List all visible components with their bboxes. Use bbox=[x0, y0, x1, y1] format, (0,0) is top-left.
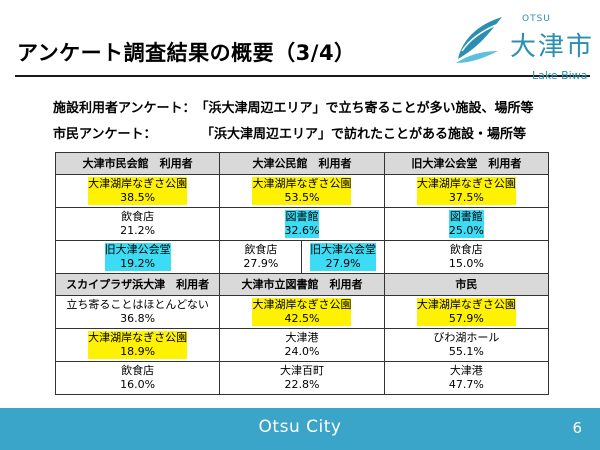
logo-city-name: 大津市 bbox=[510, 32, 595, 62]
table-cell: 大津港 47.7% bbox=[383, 361, 550, 395]
percentage: 24.0% bbox=[284, 345, 320, 358]
percentage: 55.1% bbox=[448, 345, 484, 358]
percentage: 19.2% bbox=[120, 257, 156, 270]
facility-name: 大津湖岸なぎさ公園 bbox=[88, 177, 188, 190]
table-cell: 大津港 24.0% bbox=[219, 328, 385, 362]
facility-name: 大津湖岸なぎさ公園 bbox=[416, 298, 516, 311]
survey-results-table: 大津市民会館 利用者 大津公民館 利用者 旧大津公会堂 利用者 大津湖岸なぎさ公… bbox=[54, 152, 550, 395]
facility-name: 飲食店 bbox=[244, 243, 278, 256]
table-row: 飲食店 16.0% 大津百町 22.8% 大津港 47.7% bbox=[54, 361, 550, 395]
table-cell: 飲食店 21.2% bbox=[54, 207, 221, 241]
percentage: 27.9% bbox=[325, 257, 361, 270]
percentage: 15.0% bbox=[448, 257, 484, 270]
table-cell: 立ち寄ることはほとんどない 36.8% bbox=[54, 295, 221, 329]
percentage: 53.5% bbox=[284, 191, 320, 204]
table-cell: びわ湖ホール 55.1% bbox=[383, 328, 550, 362]
facility-name: 飲食店 bbox=[121, 210, 155, 223]
header-cell: 市民 bbox=[383, 273, 550, 296]
header-cell: スカイプラザ浜大津 利用者 bbox=[54, 273, 221, 296]
facility-name: 大津百町 bbox=[279, 364, 324, 377]
facility-name: 旧大津公会堂 bbox=[104, 243, 171, 256]
percentage: 32.6% bbox=[284, 224, 320, 237]
subtitle-citizen-survey: 市民アンケート： 「浜大津周辺エリア」で訪れたことがある施設・場所等 bbox=[53, 123, 526, 142]
facility-name: 飲食店 bbox=[121, 364, 155, 377]
percentage: 18.9% bbox=[120, 345, 156, 358]
header-cell: 大津市立図書館 利用者 bbox=[219, 273, 385, 296]
percentage: 38.5% bbox=[120, 191, 156, 204]
percentage: 47.7% bbox=[448, 378, 484, 391]
table-cell: 大津湖岸なぎさ公園 53.5% bbox=[219, 174, 385, 208]
facility-name: びわ湖ホール bbox=[433, 331, 500, 344]
subtitle-label: 市民アンケート： bbox=[53, 127, 157, 142]
table-row: 大津湖岸なぎさ公園 38.5% 大津湖岸なぎさ公園 53.5% 大津湖岸なぎさ公園 3… bbox=[54, 174, 550, 208]
table-row: 旧大津公会堂 19.2% 飲食店 27.9% 旧大津公会堂 27.9% 飲食店 15.0… bbox=[54, 240, 550, 274]
facility-name: 図書館 bbox=[449, 210, 483, 223]
facility-name: 飲食店 bbox=[449, 243, 483, 256]
table-cell: 図書館 32.6% bbox=[219, 207, 385, 241]
header-cell: 大津公民館 利用者 bbox=[219, 152, 385, 175]
header-cell: 旧大津公会堂 利用者 bbox=[383, 152, 550, 175]
facility-name: 図書館 bbox=[285, 210, 319, 223]
table-cell: 飲食店 27.9% bbox=[219, 240, 303, 274]
percentage: 21.2% bbox=[120, 224, 156, 237]
table-cell: 旧大津公会堂 27.9% bbox=[301, 240, 385, 274]
facility-name: 立ち寄ることはほとんどない bbox=[66, 298, 209, 311]
table-cell: 大津湖岸なぎさ公園 57.9% bbox=[383, 295, 550, 329]
table-header-row: 大津市民会館 利用者 大津公民館 利用者 旧大津公会堂 利用者 bbox=[54, 152, 550, 175]
table-cell: 大津湖岸なぎさ公園 37.5% bbox=[383, 174, 550, 208]
table-cell: 大津湖岸なぎさ公園 18.9% bbox=[54, 328, 221, 362]
percentage: 37.5% bbox=[448, 191, 484, 204]
subtitle-facility-survey: 施設利用者アンケート：「浜大津周辺エリア」で立ち寄ることが多い施設、場所等 bbox=[53, 97, 534, 116]
subtitle-label: 施設利用者アンケート： bbox=[53, 101, 196, 116]
table-row: 大津湖岸なぎさ公園 18.9% 大津港 24.0% びわ湖ホール 55.1% bbox=[54, 328, 550, 362]
facility-name: 大津港 bbox=[285, 331, 319, 344]
facility-name: 大津港 bbox=[449, 364, 483, 377]
table-cell: 図書館 25.0% bbox=[383, 207, 550, 241]
percentage: 22.8% bbox=[284, 378, 320, 391]
table-cell: 大津百町 22.8% bbox=[219, 361, 385, 395]
table-header-row: スカイプラザ浜大津 利用者 大津市立図書館 利用者 市民 bbox=[54, 273, 550, 296]
subtitle-text: 「浜大津周辺エリア」で訪れたことがある施設・場所等 bbox=[201, 127, 527, 142]
table-row: 立ち寄ることはほとんどない 36.8% 大津湖岸なぎさ公園 42.5% 大津湖岸なぎ… bbox=[54, 295, 550, 329]
percentage: 36.8% bbox=[120, 312, 156, 325]
table-cell: 飲食店 15.0% bbox=[383, 240, 550, 274]
leaf-logo-icon bbox=[456, 17, 502, 63]
header-cell: 大津市民会館 利用者 bbox=[54, 152, 221, 175]
page-number: 6 bbox=[572, 419, 582, 437]
otsu-city-logo: OTSU 大津市 Lake Biwa bbox=[452, 8, 595, 82]
percentage: 42.5% bbox=[284, 312, 320, 325]
percentage: 57.9% bbox=[448, 312, 484, 325]
page-title: アンケート調査結果の概要（3/4） bbox=[17, 41, 356, 65]
table-cell: 大津湖岸なぎさ公園 42.5% bbox=[219, 295, 385, 329]
table-cell: 飲食店 16.0% bbox=[54, 361, 221, 395]
percentage: 25.0% bbox=[448, 224, 484, 237]
facility-name: 大津湖岸なぎさ公園 bbox=[252, 298, 352, 311]
facility-name: 大津湖岸なぎさ公園 bbox=[416, 177, 516, 190]
facility-name: 大津湖岸なぎさ公園 bbox=[252, 177, 352, 190]
table-row: 飲食店 21.2% 図書館 32.6% 図書館 25.0% bbox=[54, 207, 550, 241]
title-rule bbox=[15, 75, 590, 77]
subtitle-text: 「浜大津周辺エリア」で立ち寄ることが多い施設、場所等 bbox=[195, 101, 534, 116]
table-cell: 大津湖岸なぎさ公園 38.5% bbox=[54, 174, 221, 208]
percentage: 16.0% bbox=[120, 378, 156, 391]
footer-city-name: Otsu City bbox=[258, 417, 342, 437]
table-cell: 旧大津公会堂 19.2% bbox=[54, 240, 221, 274]
facility-name: 大津湖岸なぎさ公園 bbox=[88, 331, 188, 344]
facility-name: 旧大津公会堂 bbox=[310, 243, 377, 256]
logo-lake-biwa: Lake Biwa bbox=[532, 69, 588, 82]
logo-otsu-small: OTSU bbox=[522, 14, 551, 24]
footer-bar: Otsu City 6 bbox=[0, 408, 600, 450]
percentage: 27.9% bbox=[243, 257, 279, 270]
